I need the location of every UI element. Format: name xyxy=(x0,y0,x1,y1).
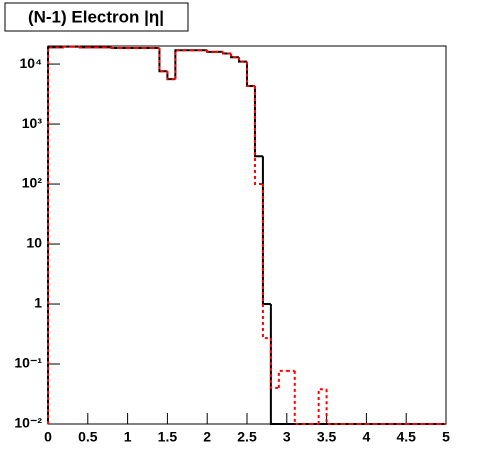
histogram-bin xyxy=(253,86,263,158)
x-tick-label: 5 xyxy=(442,429,450,445)
histogram-bin xyxy=(269,304,279,425)
histogram-bin xyxy=(238,57,247,63)
x-tick-label: 2 xyxy=(203,429,211,445)
y-tick-label: 10³ xyxy=(22,115,43,131)
x-tick-label: 4 xyxy=(363,429,371,445)
x-tick-label: 0 xyxy=(44,429,52,445)
y-tick-label: 10⁻² xyxy=(14,415,42,431)
histogram-bin xyxy=(110,47,120,50)
histogram-bin xyxy=(62,45,72,48)
histogram-bin xyxy=(174,49,184,80)
x-tick-label: 2.5 xyxy=(237,429,257,445)
x-tick-label: 1.5 xyxy=(158,429,178,445)
histogram-bin xyxy=(230,53,240,59)
x-tick-label: 0.5 xyxy=(78,429,98,445)
histogram-bin xyxy=(246,61,255,88)
x-tick-label: 4.5 xyxy=(396,429,416,445)
histogram-bin xyxy=(261,156,271,306)
histogram-bin xyxy=(166,71,176,81)
histogram-bin xyxy=(47,46,56,424)
y-tick-label: 10² xyxy=(22,175,43,191)
y-tick-label: 10⁻¹ xyxy=(14,355,42,371)
chart-title: (N-1) Electron |η| xyxy=(28,7,164,26)
title-box xyxy=(4,2,189,32)
histogram-bin xyxy=(158,48,168,73)
y-tick-label: 10⁴ xyxy=(20,55,43,71)
histogram-bin xyxy=(222,51,232,55)
x-tick-label: 3 xyxy=(283,429,291,445)
histogram-bin xyxy=(253,86,263,186)
histogram-bin xyxy=(206,50,216,53)
y-tick-label: 1 xyxy=(34,295,42,311)
x-tick-label: 1 xyxy=(124,429,132,445)
x-tick-label: 3.5 xyxy=(317,429,337,445)
y-tick-label: 10 xyxy=(26,235,42,251)
histogram-bin xyxy=(269,338,279,389)
histogram-bin xyxy=(78,46,88,49)
